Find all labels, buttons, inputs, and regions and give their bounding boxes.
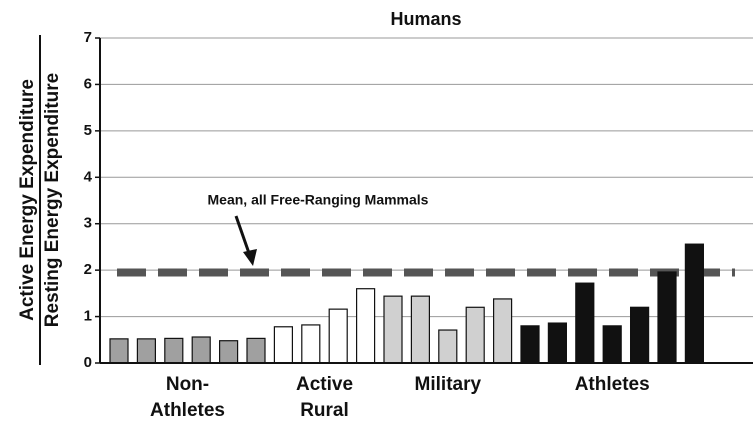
bar <box>657 271 677 364</box>
group-label: Athletes <box>575 374 650 395</box>
y-label-top: Active Energy Expenditure <box>17 79 38 321</box>
group-label: Non- <box>166 374 209 395</box>
group-label: Active <box>296 374 353 395</box>
bar <box>246 337 266 364</box>
bar <box>684 243 705 364</box>
group-label: Athletes <box>150 400 225 421</box>
y-tick-label: 7 <box>84 29 92 46</box>
bar <box>438 329 458 364</box>
y-tick-label: 0 <box>84 354 92 371</box>
bar <box>191 336 211 364</box>
y-tick-label: 2 <box>84 261 92 278</box>
bar <box>410 295 430 364</box>
bar <box>301 324 321 364</box>
y-tick-label: 3 <box>84 215 92 232</box>
group-label: Rural <box>300 400 349 421</box>
y-tick-label: 1 <box>84 308 92 325</box>
bar <box>493 298 513 364</box>
bar <box>328 308 348 364</box>
bar <box>575 282 595 364</box>
y-axis-label: Active Energy Expenditure Resting Energy… <box>17 35 63 365</box>
bar <box>273 326 293 364</box>
bar <box>356 288 376 364</box>
y-tick-label: 6 <box>84 75 92 92</box>
bar <box>136 338 156 364</box>
bar <box>547 322 568 364</box>
bar <box>164 337 184 364</box>
bar <box>520 325 540 364</box>
annotation-arrow <box>234 215 252 257</box>
arrow-head <box>243 249 257 266</box>
bar <box>465 306 485 364</box>
y-label-bottom: Resting Energy Expenditure <box>42 73 63 327</box>
bar <box>219 340 239 364</box>
bar <box>383 295 403 364</box>
y-tick-label: 4 <box>84 168 93 185</box>
bar <box>629 306 650 364</box>
bar <box>109 338 129 364</box>
bar <box>602 325 622 364</box>
group-label: Military <box>415 374 482 395</box>
y-tick-label: 5 <box>84 122 92 139</box>
chart-title: Humans <box>390 9 461 29</box>
annotation: Mean, all Free-Ranging Mammals <box>208 192 429 208</box>
